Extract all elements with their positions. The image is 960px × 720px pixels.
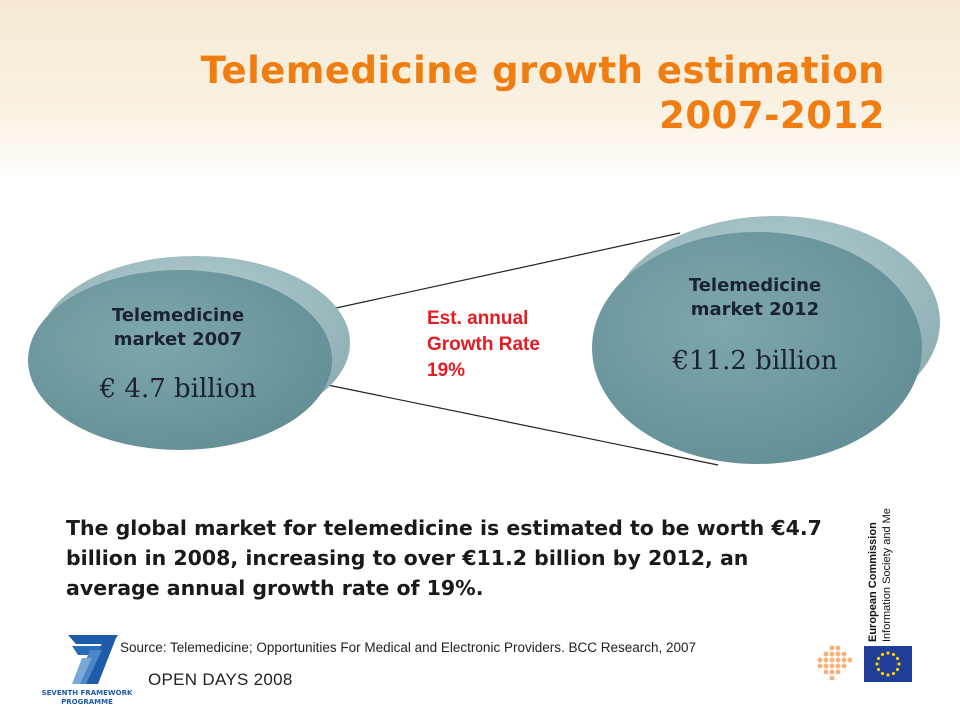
growth-line1: Est. annual [427, 308, 529, 329]
fp7-logo-line1: SEVENTH FRAMEWORK [42, 689, 132, 697]
market-2012-title-line2: market 2012 [690, 299, 820, 320]
source-citation: Source: Telemedicine; Opportunities For … [120, 640, 697, 655]
market-2007-value: € 4.7 billion [99, 374, 257, 404]
growth-line3: 19% [427, 360, 466, 381]
ec-wordmark: European Commission Information Society … [867, 508, 893, 642]
growth-line2: Growth Rate [427, 334, 540, 355]
slide-title: Telemedicine growth estimation 2007-2012 [125, 48, 885, 138]
ec-line2: Information Society and Media [881, 508, 893, 642]
ec-dots-icon [817, 645, 852, 681]
market-2012-title: Telemedicine market 2012 [635, 274, 875, 322]
market-2012-title-line1: Telemedicine [688, 275, 822, 296]
slide-title-line1: Telemedicine growth estimation [200, 49, 885, 92]
fp7-logo-line2: PROGRAMME [61, 698, 113, 706]
connector-line-bottom [312, 381, 719, 466]
eu-flag-icon [864, 646, 912, 682]
footer-event-name: OPEN DAYS 2008 [148, 670, 293, 689]
market-2007-title: Telemedicine market 2007 [58, 304, 298, 352]
fp7-logo-icon: SEVENTH FRAMEWORK PROGRAMME [42, 635, 132, 706]
market-2007-label: Telemedicine market 2007 € 4.7 billion [58, 304, 298, 404]
slide-title-line2: 2007-2012 [659, 94, 885, 137]
market-2007-title-line2: market 2007 [113, 329, 243, 350]
market-2007-title-line1: Telemedicine [111, 305, 245, 326]
summary-text: The global market for telemedicine is es… [66, 516, 822, 600]
market-2007-oval [28, 256, 350, 450]
connector-line-top [312, 232, 681, 314]
market-2012-value: €11.2 billion [672, 346, 838, 376]
market-2012-oval [592, 216, 940, 464]
title-band [0, 0, 960, 180]
ec-line1: European Commission [867, 522, 879, 642]
market-2012-label: Telemedicine market 2012 €11.2 billion [635, 274, 875, 376]
growth-rate-label: Est. annual Growth Rate 19% [427, 306, 597, 384]
